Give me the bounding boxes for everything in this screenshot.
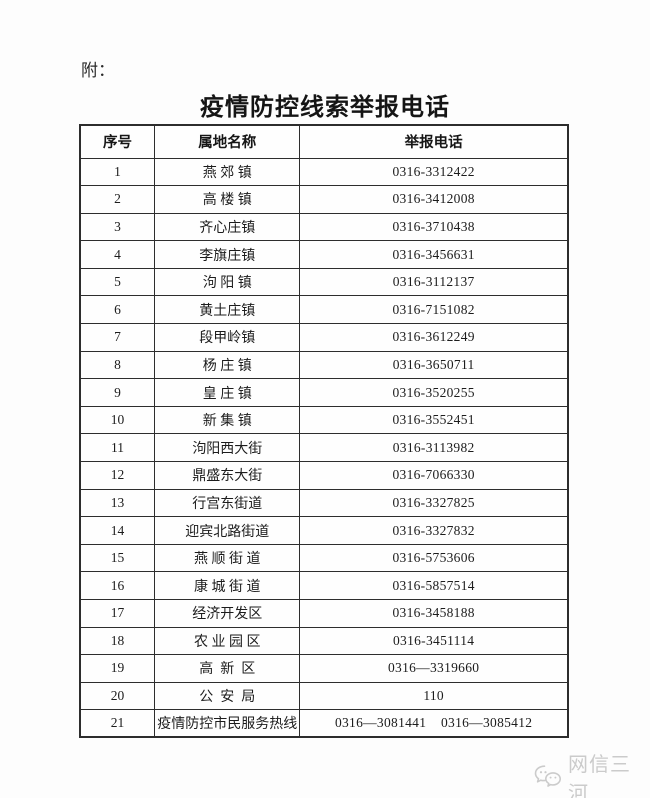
area-name: 行宫东街道	[154, 488, 301, 518]
row-index: 20	[79, 681, 156, 711]
area-name: 黄土庄镇	[154, 295, 301, 325]
watermark: 网信三河	[533, 748, 650, 798]
table-row: 11 泃阳西大街 0316-3113982	[79, 433, 569, 463]
area-name: 公 安 局	[154, 681, 301, 711]
area-name: 新 集 镇	[154, 405, 301, 435]
report-phone: 0316-5857514	[299, 571, 569, 600]
row-index: 9	[79, 378, 156, 407]
row-index: 15	[79, 543, 156, 573]
area-name: 杨 庄 镇	[154, 350, 301, 380]
report-phone: 0316-3451114	[299, 626, 569, 656]
report-phone: 0316—3081441 0316—3085412	[299, 709, 569, 738]
row-index: 21	[79, 709, 156, 738]
area-name: 泃阳西大街	[154, 433, 301, 463]
area-name: 李旗庄镇	[154, 240, 301, 269]
area-name: 农 业 园 区	[154, 626, 301, 656]
column-header-report-phone: 举报电话	[299, 124, 569, 159]
table-row: 20 公 安 局 110	[79, 681, 569, 711]
table-row: 12 鼎盛东大街 0316-7066330	[79, 461, 569, 490]
area-name: 泃 阳 镇	[154, 267, 301, 297]
row-index: 1	[79, 157, 156, 187]
table-row: 15 燕 顺 街 道 0316-5753606	[79, 543, 569, 573]
row-index: 11	[79, 433, 156, 463]
table-row: 3 齐心庄镇 0316-3710438	[79, 212, 569, 242]
area-name: 鼎盛东大街	[154, 461, 301, 490]
report-phone: 0316-3650711	[299, 350, 569, 380]
row-index: 4	[79, 240, 156, 269]
table-row: 7 段甲岭镇 0316-3612249	[79, 323, 569, 352]
table-row: 19 高 新 区 0316—3319660	[79, 654, 569, 683]
row-index: 3	[79, 212, 156, 242]
area-name: 皇 庄 镇	[154, 378, 301, 407]
table-row: 1 燕 郊 镇 0316-3312422	[79, 157, 569, 187]
area-name: 高 楼 镇	[154, 185, 301, 214]
report-phone: 0316-3412008	[299, 185, 569, 214]
row-index: 6	[79, 295, 156, 325]
table-row: 2 高 楼 镇 0316-3412008	[79, 185, 569, 214]
row-index: 19	[79, 654, 156, 683]
report-phone: 110	[299, 681, 569, 711]
table-row: 21 疫情防控市民服务热线 0316—3081441 0316—3085412	[79, 709, 569, 738]
attachment-label: 附：	[81, 61, 115, 80]
table-row: 5 泃 阳 镇 0316-3112137	[79, 267, 569, 297]
area-name: 高 新 区	[154, 654, 301, 683]
area-name: 齐心庄镇	[154, 212, 301, 242]
watermark-text: 网信三河	[568, 754, 631, 798]
area-name: 迎宾北路街道	[154, 516, 301, 545]
report-phone: 0316-3327832	[299, 516, 569, 545]
table-row: 4 李旗庄镇 0316-3456631	[79, 240, 569, 269]
report-phone: 0316-3312422	[299, 157, 569, 187]
area-name: 疫情防控市民服务热线	[154, 709, 301, 738]
table-row: 13 行宫东街道 0316-3327825	[79, 488, 569, 518]
table-header-row: 序号 属地名称 举报电话	[79, 124, 569, 159]
report-phone: 0316-7066330	[299, 461, 569, 490]
area-name: 段甲岭镇	[154, 323, 301, 352]
report-phone: 0316-3520255	[299, 378, 569, 407]
chat-bubbles-icon	[533, 764, 563, 790]
table-row: 8 杨 庄 镇 0316-3650711	[79, 350, 569, 380]
report-phone: 0316-3552451	[299, 405, 569, 435]
row-index: 16	[79, 571, 156, 600]
report-phone: 0316-3327825	[299, 488, 569, 518]
column-header-area-name: 属地名称	[154, 124, 301, 159]
row-index: 18	[79, 626, 156, 656]
report-phone: 0316-3458188	[299, 599, 569, 628]
table-row: 6 黄土庄镇 0316-7151082	[79, 295, 569, 325]
table-row: 18 农 业 园 区 0316-3451114	[79, 626, 569, 656]
report-phone: 0316-3113982	[299, 433, 569, 463]
table-row: 10 新 集 镇 0316-3552451	[79, 405, 569, 435]
report-phone: 0316—3319660	[299, 654, 569, 683]
area-name: 康 城 街 道	[154, 571, 301, 600]
row-index: 7	[79, 323, 156, 352]
row-index: 2	[79, 185, 156, 214]
report-phone: 0316-3112137	[299, 267, 569, 297]
report-phone: 0316-5753606	[299, 543, 569, 573]
row-index: 10	[79, 405, 156, 435]
report-phone: 0316-3710438	[299, 212, 569, 242]
table-row: 17 经济开发区 0316-3458188	[79, 599, 569, 628]
area-name: 经济开发区	[154, 599, 301, 628]
table-row: 14 迎宾北路街道 0316-3327832	[79, 516, 569, 545]
row-index: 8	[79, 350, 156, 380]
row-index: 13	[79, 488, 156, 518]
report-phone: 0316-7151082	[299, 295, 569, 325]
report-phone-table: 序号 属地名称 举报电话 1 燕 郊 镇 0316-3312422 2 高 楼 …	[79, 124, 569, 739]
row-index: 12	[79, 461, 156, 490]
table-row: 16 康 城 街 道 0316-5857514	[79, 571, 569, 600]
report-phone: 0316-3456631	[299, 240, 569, 269]
row-index: 14	[79, 516, 156, 545]
table-row: 9 皇 庄 镇 0316-3520255	[79, 378, 569, 407]
row-index: 17	[79, 599, 156, 628]
area-name: 燕 顺 街 道	[154, 543, 301, 573]
report-phone: 0316-3612249	[299, 323, 569, 352]
row-index: 5	[79, 267, 156, 297]
page-title: 疫情防控线索举报电话	[200, 95, 450, 121]
column-header-index: 序号	[79, 124, 156, 159]
area-name: 燕 郊 镇	[154, 157, 301, 187]
